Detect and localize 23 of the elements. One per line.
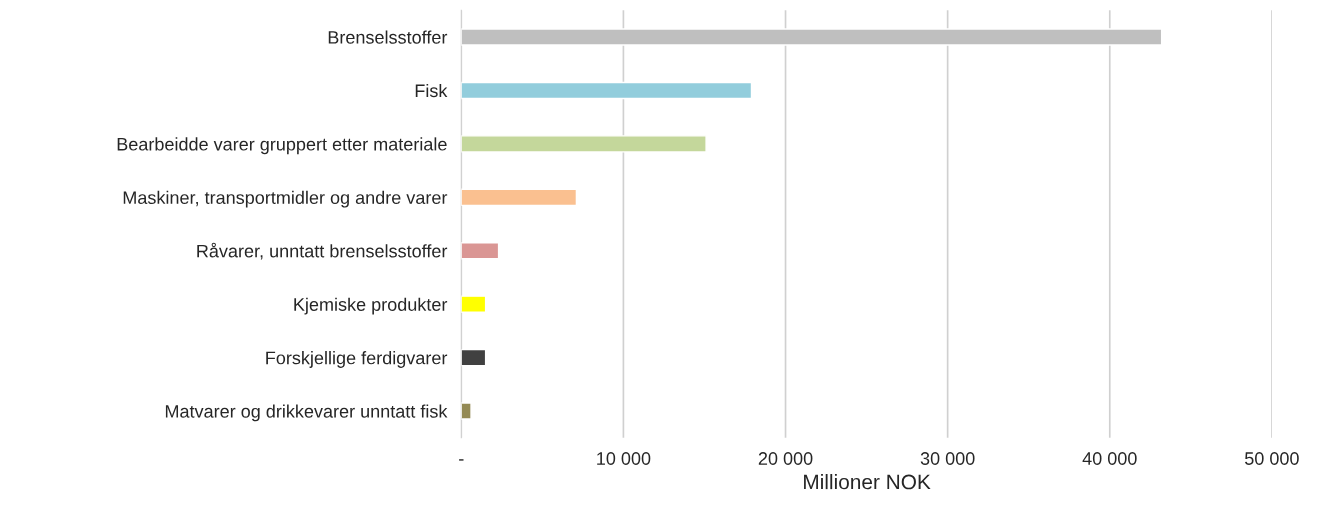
y-tick-label: Forskjellige ferdigvarer	[266, 351, 448, 368]
y-tick-label: Matvarer og drikkevarer unntatt fisk	[165, 404, 448, 422]
x-tick-label: 20 000	[758, 452, 813, 465]
bar	[461, 81, 753, 100]
y-tick-label: Bearbeidde varer gruppert etter materiale	[117, 137, 447, 155]
bar	[461, 28, 1163, 46]
bar	[461, 188, 578, 207]
x-axis-title: Millioner NOK	[804, 474, 931, 490]
x-tick-label: 50 000	[1244, 452, 1299, 465]
bar	[461, 135, 707, 153]
y-tick-label: Brenselsstoffer	[328, 30, 448, 44]
bar	[461, 295, 487, 313]
bar	[461, 242, 500, 260]
bar	[461, 348, 487, 367]
y-tick-label: Fisk	[415, 83, 448, 98]
y-tick-label: Råvarer, unntatt brenselsstoffer	[197, 242, 448, 260]
y-tick-label: Maskiner, transportmidler og andre varer	[123, 190, 448, 208]
bar	[461, 402, 472, 420]
y-tick-label: Kjemiske produkter	[294, 297, 448, 315]
x-tick-label: 30 000	[920, 452, 975, 465]
x-tick-label: 10 000	[597, 452, 651, 465]
x-tick-label: -	[459, 459, 464, 461]
x-tick-label: 40 000	[1082, 452, 1137, 465]
